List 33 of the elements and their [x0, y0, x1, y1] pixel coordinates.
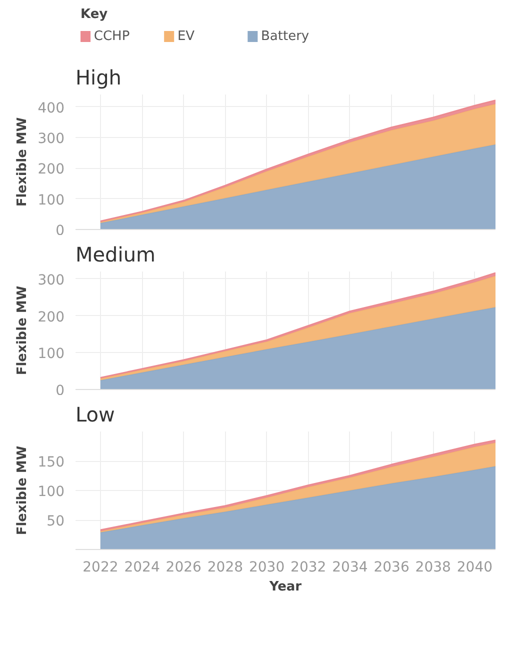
- x-tick-label: 2024: [124, 560, 160, 576]
- legend-label: EV: [177, 29, 195, 44]
- chart-title: Medium: [76, 242, 156, 266]
- x-tick-label: 2030: [248, 560, 285, 576]
- y-axis-title: Flexible MW: [14, 286, 30, 376]
- y-tick-label: 0: [56, 223, 65, 239]
- x-tick-label: 2034: [332, 560, 368, 576]
- x-tick-label: 2040: [456, 560, 493, 576]
- y-axis-title: Flexible MW: [14, 446, 30, 536]
- y-tick-label: 400: [38, 100, 65, 116]
- legend-label: Battery: [261, 29, 310, 44]
- chart-title: Low: [76, 402, 115, 426]
- y-tick-label: 200: [38, 309, 65, 326]
- y-tick-label: 100: [38, 484, 65, 500]
- x-tick-label: 2022: [82, 560, 118, 576]
- y-tick-label: 150: [38, 454, 65, 470]
- y-tick-label: 100: [38, 192, 65, 208]
- x-tick-label: 2038: [415, 560, 451, 576]
- y-tick-label: 100: [38, 346, 65, 362]
- legend-label: CCHP: [94, 29, 130, 44]
- chart-title: High: [76, 66, 122, 90]
- x-tick-label: 2036: [374, 560, 410, 576]
- y-axis-title: Flexible MW: [14, 117, 30, 207]
- x-tick-label: 2028: [207, 560, 244, 576]
- x-axis-title: Year: [268, 580, 302, 594]
- y-tick-label: 200: [38, 162, 65, 178]
- x-tick-label: 2032: [290, 560, 326, 576]
- x-tick-label: 2026: [166, 560, 202, 576]
- y-tick-label: 50: [46, 514, 65, 530]
- y-tick-label: 0: [56, 383, 65, 399]
- y-tick-label: 300: [38, 130, 65, 147]
- y-tick-label: 300: [38, 272, 65, 288]
- legend-title: Key: [80, 7, 108, 22]
